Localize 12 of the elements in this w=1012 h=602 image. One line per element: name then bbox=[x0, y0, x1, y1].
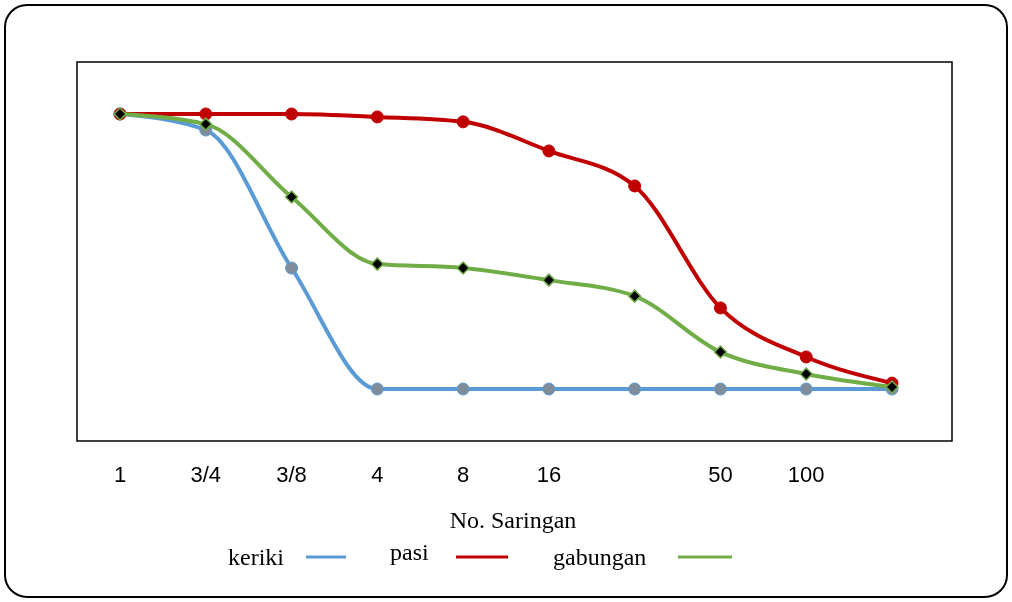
x-tick-label: 4 bbox=[371, 462, 384, 487]
legend-label: keriki bbox=[228, 544, 285, 570]
x-tick-label: 8 bbox=[456, 462, 470, 487]
x-tick-label: 50 bbox=[708, 462, 733, 487]
legend-label: pasi bbox=[390, 539, 429, 565]
x-tick-label: 100 bbox=[787, 462, 825, 487]
x-tick-label: 3/8 bbox=[276, 462, 307, 487]
x-tick-label: 3/4 bbox=[190, 462, 222, 487]
x-tick-label: 16 bbox=[536, 462, 562, 487]
legend-label: gabungan bbox=[553, 544, 647, 570]
x-tick-label: 1 bbox=[113, 462, 127, 487]
x-axis-title: No. Saringan bbox=[449, 507, 577, 533]
